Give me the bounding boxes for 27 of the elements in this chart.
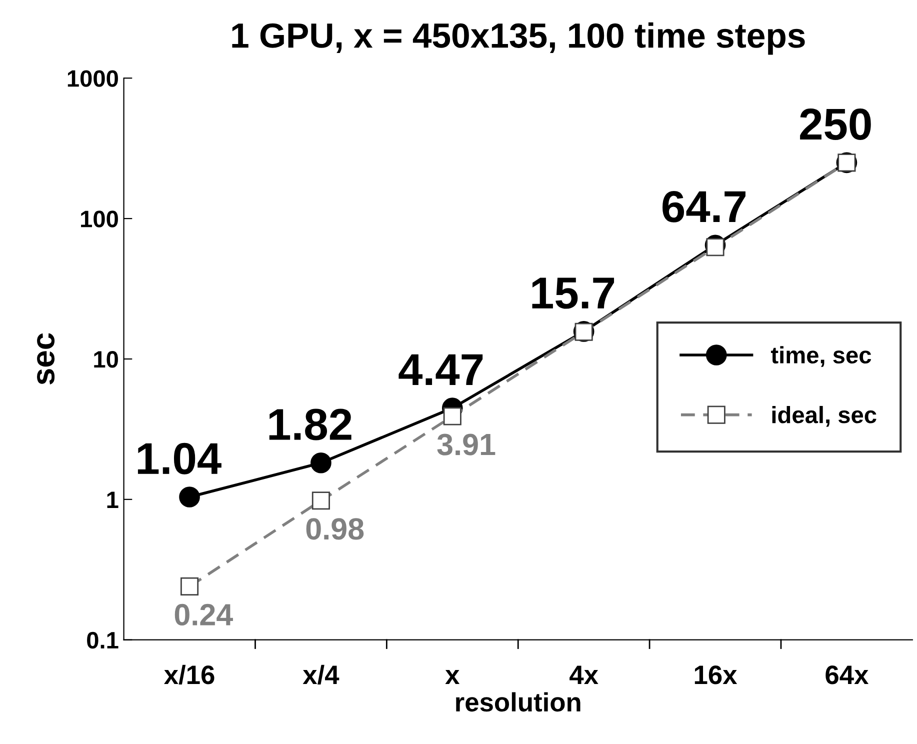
point: [179, 486, 200, 508]
y-tick-label: 10: [94, 351, 118, 368]
data-label: 1.82: [269, 408, 352, 440]
x-tick-label: x/16: [164, 664, 214, 684]
legend-label: ideal, sec: [772, 406, 876, 427]
data-label: 15.7: [532, 278, 614, 309]
data-label: 4.47: [398, 354, 483, 385]
x-axis-title: resolution: [456, 692, 580, 712]
y-tick-label: 100: [81, 210, 118, 228]
chart-title: 1 GPU, x = 450x135, 100 time steps: [232, 22, 805, 55]
data-label: 1.04: [138, 442, 222, 474]
data-label: 0.24: [174, 604, 233, 626]
legend-label: time, sec: [770, 346, 872, 367]
data-label: 3.91: [437, 434, 496, 456]
data-label: 0.98: [306, 518, 364, 540]
x-tick-label: x: [445, 670, 460, 684]
y-tick-label: 1: [107, 492, 118, 508]
y-tick-label: 1000: [68, 70, 118, 87]
x-tick-label: 16x: [694, 666, 738, 684]
point: [310, 452, 332, 474]
y-tick-label: 0.1: [87, 632, 118, 649]
x-tick-label: x/4: [302, 664, 340, 684]
data-label: 64.7: [662, 190, 746, 222]
x-tick-label: 64x: [826, 666, 869, 684]
x-tick-label: 4x: [570, 666, 598, 684]
y-axis-title: sec: [37, 333, 55, 385]
data-label: 250: [800, 108, 871, 140]
